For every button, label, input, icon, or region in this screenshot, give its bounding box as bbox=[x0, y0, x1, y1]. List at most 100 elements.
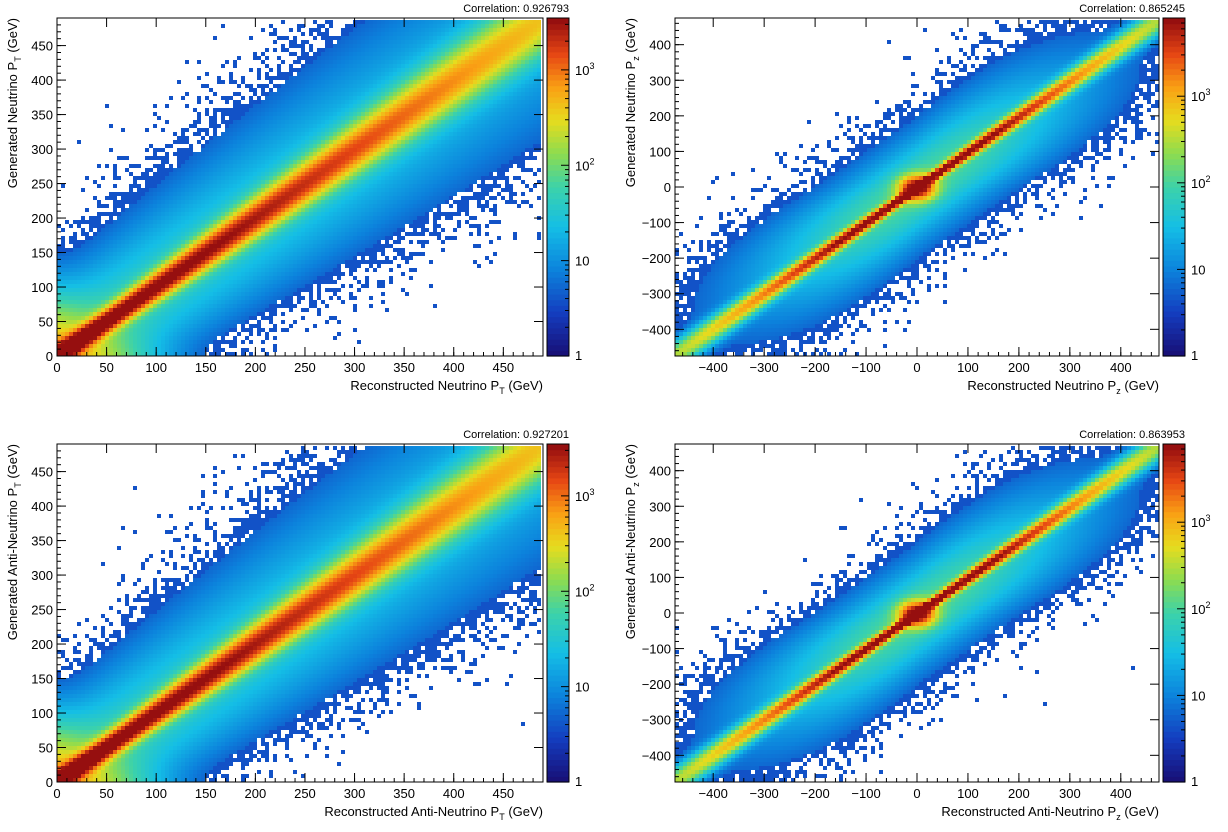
heatmap-cell bbox=[329, 112, 333, 116]
heatmap-cell bbox=[317, 160, 321, 164]
heatmap-cell bbox=[121, 340, 125, 344]
heatmap-cell bbox=[169, 352, 173, 356]
heatmap-cell bbox=[241, 160, 245, 164]
heatmap-cell bbox=[117, 200, 121, 204]
heatmap-cell bbox=[125, 328, 129, 332]
heatmap-cell bbox=[353, 136, 357, 140]
heatmap-cell bbox=[61, 324, 65, 328]
heatmap-cell bbox=[189, 192, 193, 196]
heatmap-cell bbox=[341, 272, 345, 276]
heatmap-cell bbox=[165, 348, 169, 352]
heatmap-cell bbox=[201, 188, 205, 192]
heatmap-cell bbox=[113, 176, 117, 180]
heatmap-cell bbox=[417, 80, 421, 84]
heatmap-cell bbox=[109, 304, 113, 308]
heatmap-cell bbox=[101, 212, 105, 216]
heatmap-cell bbox=[137, 312, 141, 316]
heatmap-cell bbox=[297, 56, 301, 60]
heatmap-cell bbox=[217, 144, 221, 148]
heatmap-cell bbox=[245, 212, 249, 216]
heatmap-cell bbox=[157, 344, 161, 348]
heatmap-cell bbox=[177, 204, 181, 208]
heatmap-cell bbox=[345, 32, 349, 36]
heatmap-cell bbox=[185, 340, 189, 344]
heatmap-cell bbox=[249, 236, 253, 240]
heatmap-cell bbox=[221, 264, 225, 268]
heatmap-cell bbox=[313, 180, 317, 184]
heatmap-cell bbox=[165, 324, 169, 328]
heatmap-cell bbox=[329, 84, 333, 88]
heatmap-cell bbox=[349, 116, 353, 120]
heatmap-cell bbox=[249, 168, 253, 172]
heatmap-cell bbox=[145, 248, 149, 252]
heatmap-cell bbox=[401, 44, 405, 48]
heatmap-cell bbox=[249, 164, 253, 168]
heatmap-cell bbox=[241, 192, 245, 196]
heatmap-cell bbox=[293, 172, 297, 176]
heatmap-cell bbox=[365, 188, 369, 192]
heatmap-cell bbox=[241, 120, 245, 124]
heatmap-cell bbox=[301, 48, 305, 52]
heatmap-cell bbox=[161, 268, 165, 272]
heatmap-cell bbox=[109, 216, 113, 220]
heatmap-cell bbox=[257, 272, 261, 276]
heatmap-cell bbox=[185, 228, 189, 232]
heatmap-cell bbox=[401, 288, 405, 292]
heatmap-cell bbox=[289, 92, 293, 96]
heatmap-cell bbox=[129, 208, 133, 212]
heatmap-cell bbox=[365, 200, 369, 204]
heatmap-cell bbox=[117, 300, 121, 304]
heatmap-cell bbox=[149, 220, 153, 224]
heatmap-cell bbox=[193, 324, 197, 328]
heatmap-cell bbox=[273, 40, 277, 44]
heatmap-cell bbox=[313, 204, 317, 208]
heatmap-cell bbox=[317, 216, 321, 220]
heatmap-cell bbox=[349, 100, 353, 104]
heatmap-cell bbox=[117, 340, 121, 344]
heatmap-cell bbox=[269, 108, 273, 112]
heatmap-cell bbox=[129, 300, 133, 304]
heatmap-cell bbox=[193, 304, 197, 308]
heatmap-cell bbox=[305, 216, 309, 220]
heatmap-cell bbox=[145, 332, 149, 336]
heatmap-cell bbox=[365, 196, 369, 200]
heatmap-cell bbox=[245, 288, 249, 292]
heatmap-cell bbox=[349, 52, 353, 56]
heatmap-cell bbox=[321, 72, 325, 76]
heatmap-cell bbox=[269, 164, 273, 168]
heatmap-cell bbox=[253, 228, 257, 232]
heatmap-cell bbox=[81, 348, 85, 352]
heatmap-cell bbox=[273, 240, 277, 244]
heatmap-cell bbox=[109, 276, 113, 280]
heatmap-cell bbox=[317, 184, 321, 188]
heatmap-cell bbox=[321, 60, 325, 64]
heatmap-cell bbox=[297, 92, 301, 96]
heatmap-cell bbox=[369, 44, 373, 48]
heatmap-cell bbox=[357, 124, 361, 128]
heatmap-cell bbox=[177, 332, 181, 336]
heatmap-cell bbox=[309, 72, 313, 76]
heatmap-cell bbox=[233, 132, 237, 136]
heatmap-cell bbox=[297, 280, 301, 284]
heatmap-cell bbox=[293, 232, 297, 236]
heatmap-cell bbox=[77, 260, 81, 264]
heatmap-cell bbox=[345, 160, 349, 164]
heatmap-cell bbox=[329, 148, 333, 152]
heatmap-cell bbox=[89, 228, 93, 232]
heatmap-cell bbox=[313, 156, 317, 160]
heatmap-cell bbox=[265, 104, 269, 108]
heatmap-cell bbox=[225, 288, 229, 292]
heatmap-cell bbox=[401, 40, 405, 44]
heatmap-cell bbox=[121, 224, 125, 228]
heatmap-cell bbox=[225, 228, 229, 232]
heatmap-cell bbox=[157, 272, 161, 276]
heatmap-cell bbox=[137, 164, 141, 168]
heatmap-cell bbox=[101, 320, 105, 324]
heatmap-cell bbox=[137, 348, 141, 352]
heatmap-cell bbox=[321, 224, 325, 228]
heatmap-cell bbox=[269, 316, 273, 320]
heatmap-cell bbox=[353, 196, 357, 200]
heatmap-cell bbox=[417, 96, 421, 100]
heatmap-cell bbox=[213, 224, 217, 228]
heatmap-cell bbox=[181, 168, 185, 172]
